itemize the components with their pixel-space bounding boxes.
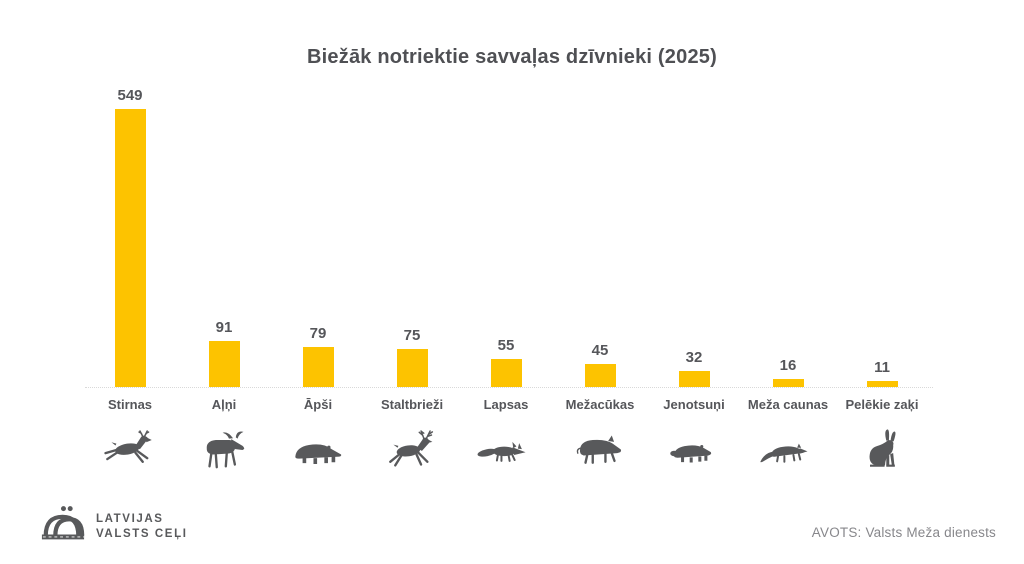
source-attribution: AVOTS: Valsts Meža dienests	[811, 525, 996, 540]
category-label: Stirnas	[107, 397, 153, 412]
bar-area: 549	[114, 85, 146, 387]
bar	[772, 379, 804, 387]
bar	[208, 341, 240, 387]
raccoon-dog-icon	[666, 424, 722, 476]
bar-value-label: 32	[685, 349, 703, 366]
logo-line-2: VALSTS CEĻI	[96, 527, 188, 540]
bar-area: 45	[584, 85, 616, 387]
pine-marten-icon	[759, 424, 817, 476]
category-label: Jenotsuņi	[663, 397, 725, 412]
bar-chart: 549 Stirnas 91 Aļņi 79 Āpši 75 Staltbrieži 55 Lap…	[83, 85, 933, 476]
bar-value-label: 45	[591, 342, 609, 359]
bar	[302, 347, 334, 387]
bar-group: 79 Āpši	[271, 85, 365, 476]
category-label: Pelēkie zaķi	[845, 397, 919, 412]
bridge-road-logo-icon	[40, 503, 86, 550]
bar-group: 549 Stirnas	[83, 85, 177, 476]
bar-value-label: 549	[117, 87, 143, 104]
bar	[490, 359, 522, 387]
moose-icon	[195, 424, 253, 476]
category-label: Āpši	[303, 397, 333, 412]
red-deer-icon	[383, 424, 441, 476]
bar	[584, 364, 616, 387]
bar-area: 16	[772, 85, 804, 387]
bar-group: 45 Mežacūkas	[553, 85, 647, 476]
bar	[866, 381, 898, 387]
badger-icon	[289, 424, 347, 476]
category-label: Mežacūkas	[565, 397, 635, 412]
bar-value-label: 11	[874, 359, 890, 376]
bar-area: 55	[490, 85, 522, 387]
bar-value-label: 16	[779, 357, 797, 374]
fox-icon	[476, 424, 536, 476]
bar-value-label: 79	[309, 325, 327, 342]
bar-value-label: 75	[403, 327, 421, 344]
latvijas-valsts-celi-logo: LATVIJAS VALSTS CEĻI	[40, 503, 188, 550]
bar-group: 55 Lapsas	[459, 85, 553, 476]
bar	[678, 371, 710, 387]
bar	[396, 349, 428, 387]
bar-group: 32 Jenotsuņi	[647, 85, 741, 476]
category-label: Staltbrieži	[380, 397, 444, 412]
bar-area: 75	[396, 85, 428, 387]
bar-value-label: 55	[497, 337, 515, 354]
bar-columns: 549 Stirnas 91 Aļņi 79 Āpši 75 Staltbrieži 55 Lap…	[83, 85, 929, 476]
category-label: Aļņi	[211, 397, 237, 412]
bar	[114, 109, 146, 387]
x-axis-line	[85, 387, 933, 388]
bar-area: 32	[678, 85, 710, 387]
bar-area: 91	[208, 85, 240, 387]
wild-boar-icon	[571, 424, 629, 476]
bar-group: 91 Aļņi	[177, 85, 271, 476]
logo-wordmark: LATVIJAS VALSTS CEĻI	[96, 513, 188, 541]
logo-line-1: LATVIJAS	[96, 512, 164, 525]
bar-group: 11 Pelēkie zaķi	[835, 85, 929, 476]
bar-area: 11	[866, 85, 898, 387]
bar-group: 16 Meža caunas	[741, 85, 835, 476]
bar-group: 75 Staltbrieži	[365, 85, 459, 476]
bar-value-label: 91	[215, 319, 233, 336]
category-label: Meža caunas	[747, 397, 829, 412]
chart-title: Biežāk notriektie savvaļas dzīvnieki (20…	[307, 46, 717, 68]
hare-icon	[858, 424, 906, 476]
bar-area: 79	[302, 85, 334, 387]
category-label: Lapsas	[483, 397, 529, 412]
roe-deer-icon	[101, 424, 159, 476]
